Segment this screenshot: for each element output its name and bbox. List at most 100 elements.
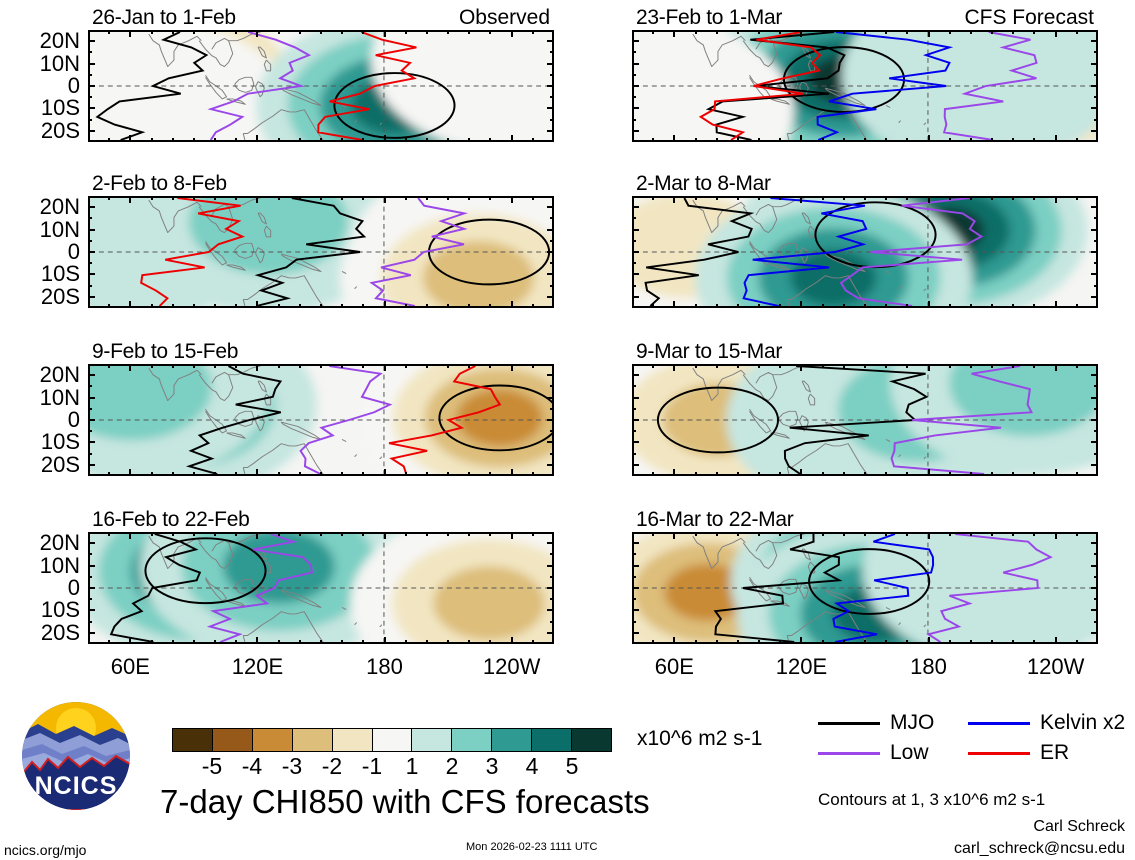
axis-tick: [715, 640, 718, 644]
axis-tick: [489, 30, 492, 34]
colorbar-tick-label: -5: [201, 753, 223, 779]
axis-tick: [1091, 564, 1098, 567]
axis-tick: [694, 640, 697, 644]
axis-tick: [468, 640, 471, 644]
axis-tick: [779, 364, 782, 368]
axis-tick: [531, 30, 534, 34]
axis-tick: [362, 30, 365, 34]
axis-tick: [108, 304, 111, 308]
axis-tick: [235, 640, 238, 644]
axis-tick: [991, 138, 994, 142]
axis-tick: [1075, 640, 1078, 644]
axis-tick: [150, 304, 153, 308]
colorbar-segment: [412, 729, 453, 751]
axis-tick: [298, 532, 301, 536]
y-axis-label: 10N: [39, 50, 80, 76]
axis-tick: [404, 304, 407, 308]
axis-tick: [320, 196, 322, 200]
axis-tick: [821, 304, 824, 308]
axis-tick: [1094, 284, 1098, 287]
axis-tick: [88, 85, 95, 87]
legend-label: Low: [890, 741, 929, 764]
y-axis-label: 20N: [39, 28, 80, 54]
column-tag: CFS Forecast: [964, 6, 1094, 29]
axis-tick: [341, 304, 344, 308]
axis-tick: [864, 138, 866, 142]
axis-tick: [192, 138, 195, 142]
y-axis-label: 0: [67, 239, 80, 264]
axis-tick: [632, 385, 636, 388]
map-canvas: [90, 366, 552, 474]
axis-tick: [425, 472, 428, 476]
axis-tick: [320, 472, 322, 476]
axis-tick: [214, 30, 217, 34]
axis-tick: [277, 364, 280, 368]
axis-tick: [736, 196, 739, 200]
axis-tick: [969, 138, 972, 142]
ncics-logo: NCICS: [22, 702, 130, 810]
axis-tick: [652, 472, 655, 476]
axis-tick: [277, 30, 280, 34]
axis-tick: [547, 206, 554, 209]
axis-tick: [927, 135, 930, 142]
axis-tick: [991, 472, 994, 476]
axis-tick: [425, 196, 428, 200]
axis-tick: [192, 364, 195, 368]
colorbar-tick-label: -1: [361, 753, 383, 779]
axis-tick: [673, 196, 676, 203]
axis-tick: [447, 138, 450, 142]
axis-tick: [489, 196, 492, 200]
axis-tick: [171, 196, 174, 200]
axis-tick: [632, 96, 636, 99]
axis-tick: [547, 129, 554, 132]
axis-tick: [341, 532, 344, 536]
axis-tick: [1075, 304, 1078, 308]
axis-tick: [129, 469, 132, 476]
axis-tick: [969, 472, 972, 476]
axis-tick: [547, 107, 554, 110]
axis-tick: [531, 532, 534, 536]
axis-tick: [948, 30, 951, 34]
axis-tick: [320, 138, 322, 142]
axis-tick: [652, 640, 655, 644]
axis-tick: [632, 51, 636, 54]
axis-tick: [383, 469, 386, 476]
axis-tick: [468, 364, 471, 368]
panel-title: 16-Mar to 22-Mar: [636, 508, 794, 531]
axis-tick: [425, 532, 428, 536]
axis-tick: [383, 30, 386, 37]
axis-tick: [383, 532, 386, 539]
x-axis-label: 120W: [1026, 654, 1085, 679]
axis-tick: [652, 364, 655, 368]
axis-tick: [88, 374, 95, 377]
colorbar-segment: [252, 729, 293, 751]
axis-tick: [129, 135, 132, 142]
axis-tick: [88, 396, 95, 399]
axis-tick: [171, 304, 174, 308]
page-title: 7-day CHI850 with CFS forecasts: [160, 783, 650, 820]
axis-tick: [88, 587, 95, 589]
axis-tick: [736, 304, 739, 308]
svg-text:NCICS: NCICS: [35, 772, 118, 800]
axis-tick: [510, 301, 513, 308]
axis-tick: [632, 129, 639, 132]
axis-tick: [362, 196, 365, 200]
axis-tick: [214, 196, 217, 200]
axis-tick: [298, 30, 301, 34]
axis-tick: [906, 364, 909, 368]
y-axis-label: 10S: [40, 261, 80, 287]
axis-tick: [277, 196, 280, 200]
axis-tick: [88, 273, 95, 276]
axis-tick: [298, 364, 301, 368]
axis-tick: [736, 364, 739, 368]
axis-tick: [150, 196, 153, 200]
axis-tick: [842, 304, 845, 308]
axis-tick: [88, 40, 95, 43]
axis-tick: [1075, 30, 1078, 34]
site-url: ncics.org/mjo: [4, 842, 87, 858]
axis-tick: [489, 472, 492, 476]
axis-tick: [404, 532, 407, 536]
axis-tick: [821, 532, 824, 536]
axis-tick: [88, 441, 95, 444]
axis-tick: [88, 407, 92, 410]
